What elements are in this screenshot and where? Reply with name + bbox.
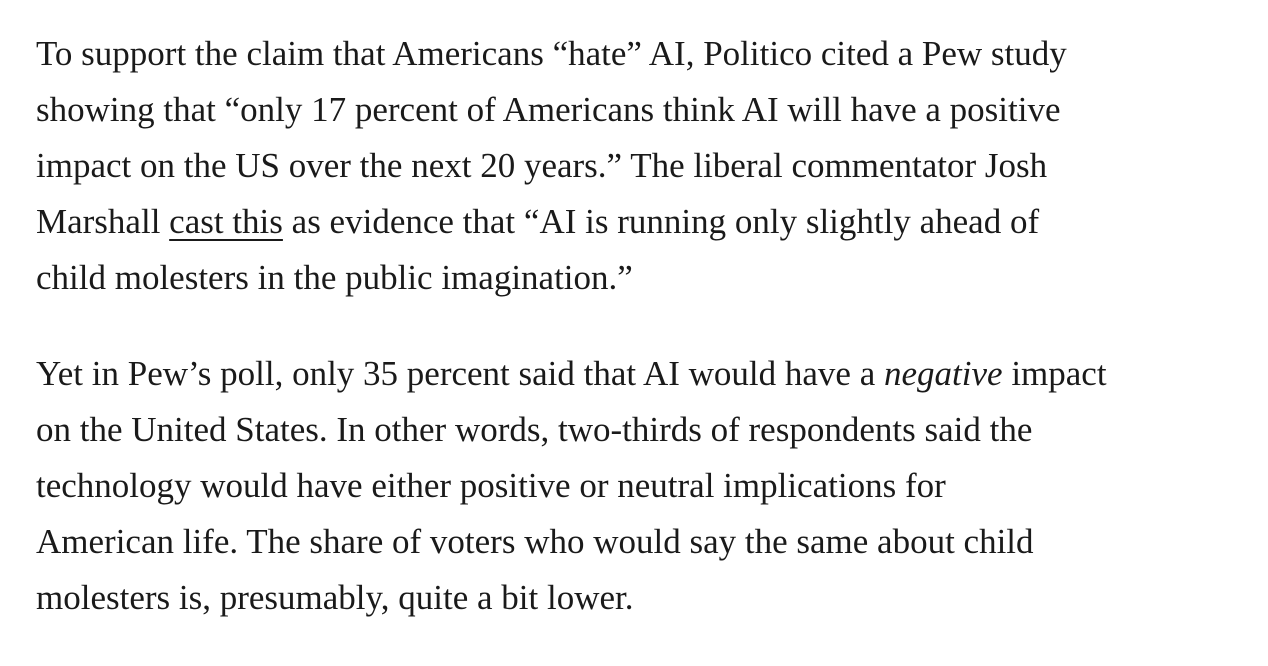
paragraph-pew-claim: To support the claim that Americans “hat… xyxy=(36,26,1246,306)
article-body: To support the claim that Americans “hat… xyxy=(36,26,1246,666)
text-line: molesters is, presumably, quite a bit lo… xyxy=(36,578,634,617)
text-line: child molesters in the public imaginatio… xyxy=(36,258,633,297)
text-line: American life. The share of voters who w… xyxy=(36,522,1034,561)
text-line: technology would have either positive or… xyxy=(36,466,946,505)
paragraph-pew-poll: Yet in Pew’s poll, only 35 percent said … xyxy=(36,346,1246,626)
text-line: as evidence that “AI is running only sli… xyxy=(282,202,1040,241)
text-line: on the United States. In other words, tw… xyxy=(36,410,1033,449)
cast-this-link[interactable]: cast this xyxy=(169,202,283,241)
text-line: To support the claim that Americans “hat… xyxy=(36,34,1067,73)
emphasis-negative: negative xyxy=(884,354,1003,393)
text-line: Marshall xyxy=(36,202,170,241)
text-line: impact on the US over the next 20 years.… xyxy=(36,146,1048,185)
text-line: impact xyxy=(1002,354,1107,393)
text-line: showing that “only 17 percent of America… xyxy=(36,90,1061,129)
text-line: Yet in Pew’s poll, only 35 percent said … xyxy=(36,354,884,393)
